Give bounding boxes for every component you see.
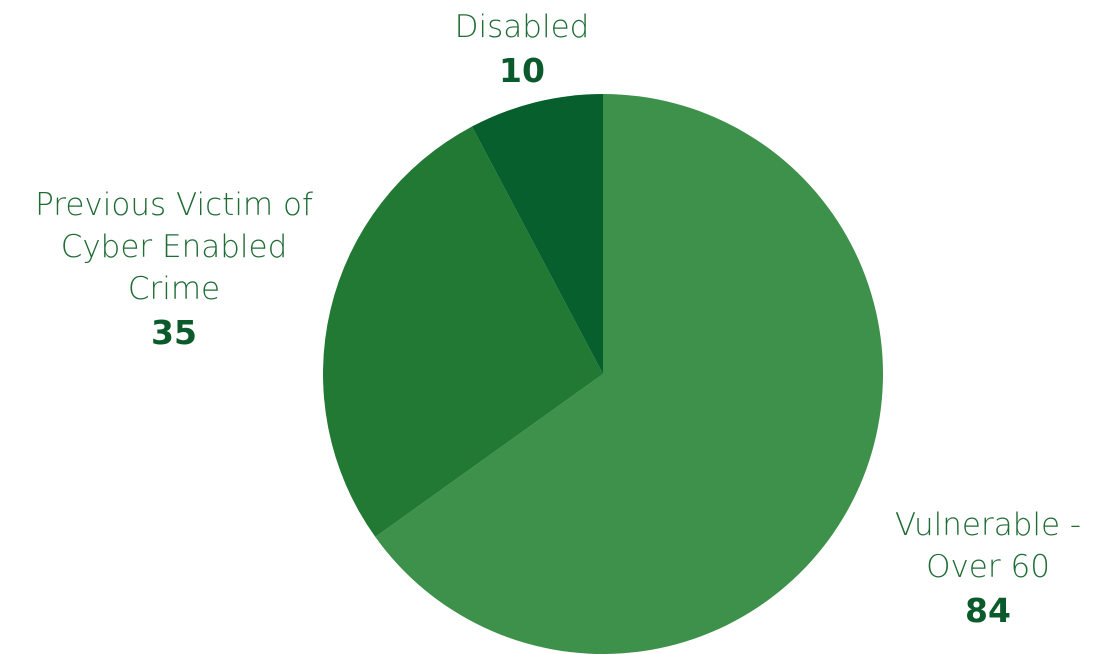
slice-name-disabled: Disabled [454, 9, 590, 45]
pie-slice-previous-victim-of-cyber-enabled-crime [323, 126, 603, 537]
pie-slice-disabled [471, 94, 603, 374]
slice-label-vulnerable: Vulnerable - Over 60 84 [862, 504, 1114, 632]
slice-name-previous-victim-line-2: Cyber Enabled [60, 229, 288, 265]
slice-name-previous-victim-line-1: Previous Victim of [35, 187, 313, 223]
slice-name-vulnerable-line-2: Over 60 [926, 549, 1050, 585]
slice-value-previous-victim: 35 [151, 313, 197, 352]
slice-label-disabled: Disabled 10 [422, 6, 622, 92]
slice-value-disabled: 10 [499, 51, 545, 90]
slice-name-vulnerable-line-1: Vulnerable - [894, 507, 1082, 543]
slice-value-vulnerable: 84 [965, 591, 1011, 630]
slice-label-previous-victim: Previous Victim of Cyber Enabled Crime 3… [0, 184, 348, 354]
pie-slice-vulnerable-over-60 [375, 94, 883, 654]
slice-name-previous-victim-line-3: Crime [127, 271, 221, 307]
